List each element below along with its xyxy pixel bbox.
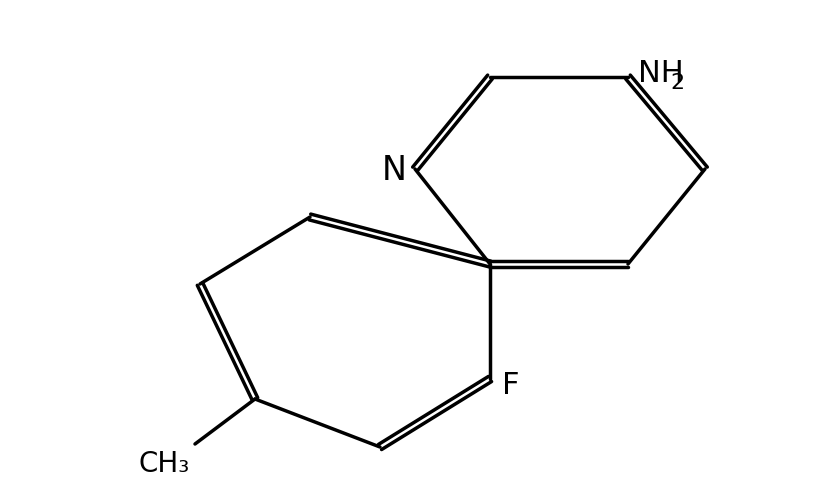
Text: F: F [502,370,520,399]
Text: N: N [382,153,407,186]
Text: CH₃: CH₃ [139,449,190,477]
Text: NH: NH [638,59,684,87]
Text: 2: 2 [670,73,684,93]
